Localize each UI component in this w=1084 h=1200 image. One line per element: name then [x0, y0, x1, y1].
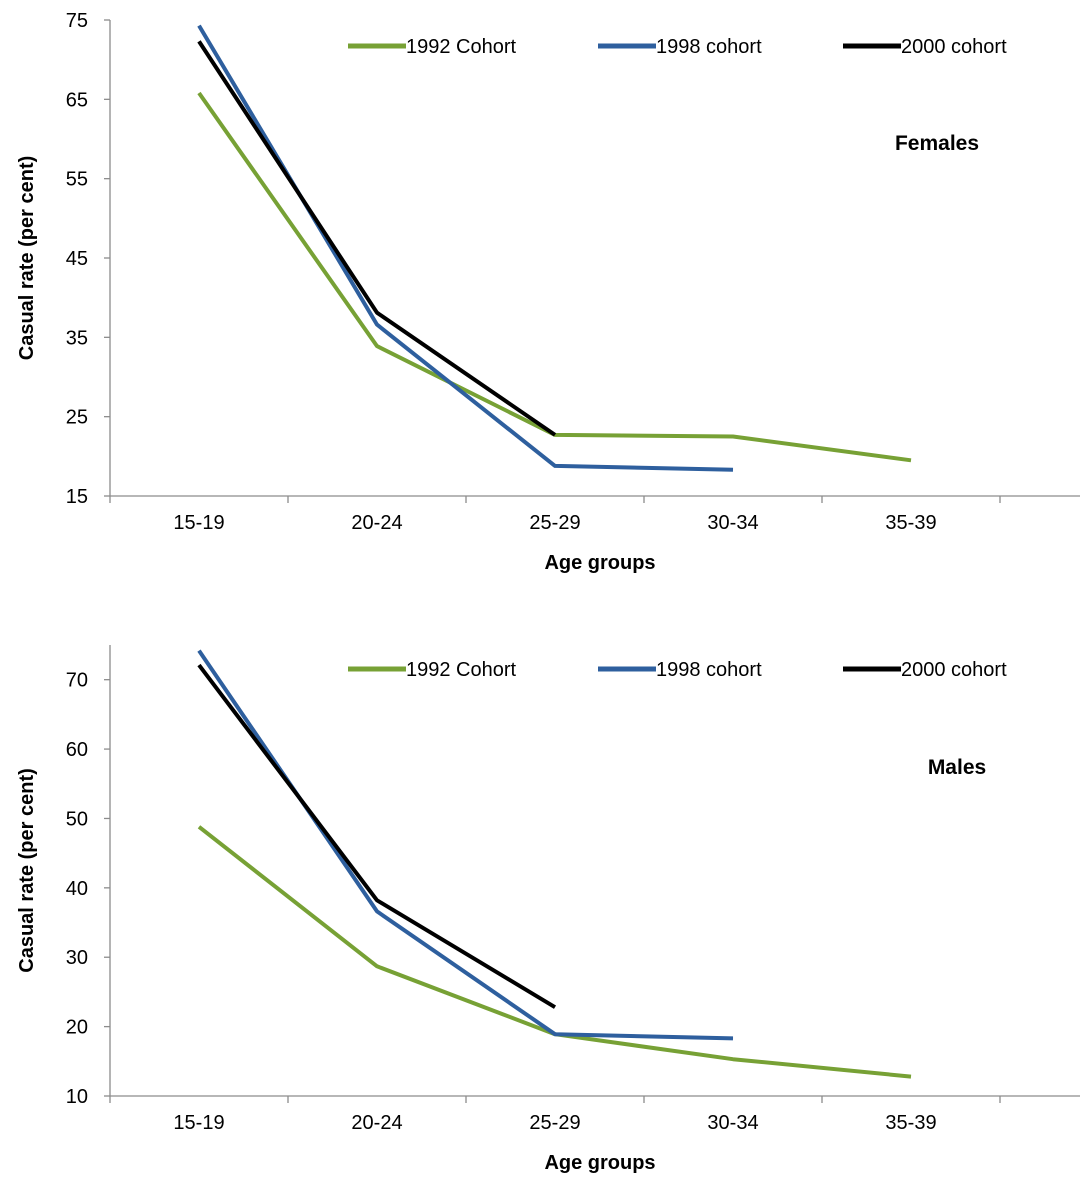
y-tick-label: 20: [66, 1017, 88, 1039]
y-tick-label: 25: [66, 407, 88, 429]
y-axis-title: Casual rate (per cent): [16, 768, 38, 973]
legend-label-2000-cohort: 2000 cohort: [901, 36, 1007, 58]
y-tick-label: 10: [66, 1086, 88, 1108]
x-tick-label: 25-29: [529, 1112, 580, 1134]
y-tick-label: 40: [66, 878, 88, 900]
legend-label-1992-cohort: 1992 Cohort: [406, 36, 517, 58]
x-tick-label: 30-34: [707, 1112, 758, 1134]
females-panel-label: Females: [895, 132, 979, 155]
x-tick-label: 30-34: [707, 512, 758, 534]
x-tick-label: 35-39: [885, 1112, 936, 1134]
series-line-2000-cohort: [197, 663, 557, 1009]
x-tick-label: 20-24: [351, 512, 402, 534]
y-tick-label: 60: [66, 739, 88, 761]
y-tick-label: 45: [66, 248, 88, 270]
series-line-1998-cohort: [197, 649, 734, 1041]
females-chart: 15 25 35 45 55 65 75 15-19 20-24 25-29 30-34 35-39 A…: [16, 10, 1080, 574]
x-axis-title: Age groups: [544, 1152, 655, 1174]
x-tick-label: 15-19: [173, 512, 224, 534]
y-tick-label: 15: [66, 486, 88, 508]
series-line-2000-cohort: [197, 40, 557, 437]
series-line-1992-cohort: [197, 91, 912, 463]
x-tick-label: 15-19: [173, 1112, 224, 1134]
x-tick-label: 25-29: [529, 512, 580, 534]
y-tick-label: 55: [66, 169, 88, 191]
legend-label-1992-cohort: 1992 Cohort: [406, 659, 517, 681]
y-tick-label: 35: [66, 327, 88, 349]
y-tick-label: 65: [66, 89, 88, 111]
males-chart: 10 20 30 40 50 60 70 15-19 20-24 25-29 30-34 35-39 A…: [16, 645, 1080, 1174]
legend-label-1998-cohort: 1998 cohort: [656, 659, 762, 681]
series-line-1992-cohort: [197, 825, 912, 1079]
x-axis-title: Age groups: [544, 552, 655, 574]
y-axis-title: Casual rate (per cent): [16, 156, 38, 361]
legend-label-2000-cohort: 2000 cohort: [901, 659, 1007, 681]
y-tick-label: 75: [66, 10, 88, 32]
x-tick-label: 20-24: [351, 1112, 402, 1134]
y-tick-label: 30: [66, 947, 88, 969]
series-line-1998-cohort: [197, 24, 734, 472]
legend-label-1998-cohort: 1998 cohort: [656, 36, 762, 58]
y-tick-label: 70: [66, 670, 88, 692]
males-panel-label: Males: [928, 756, 986, 779]
x-tick-label: 35-39: [885, 512, 936, 534]
y-tick-label: 50: [66, 808, 88, 830]
